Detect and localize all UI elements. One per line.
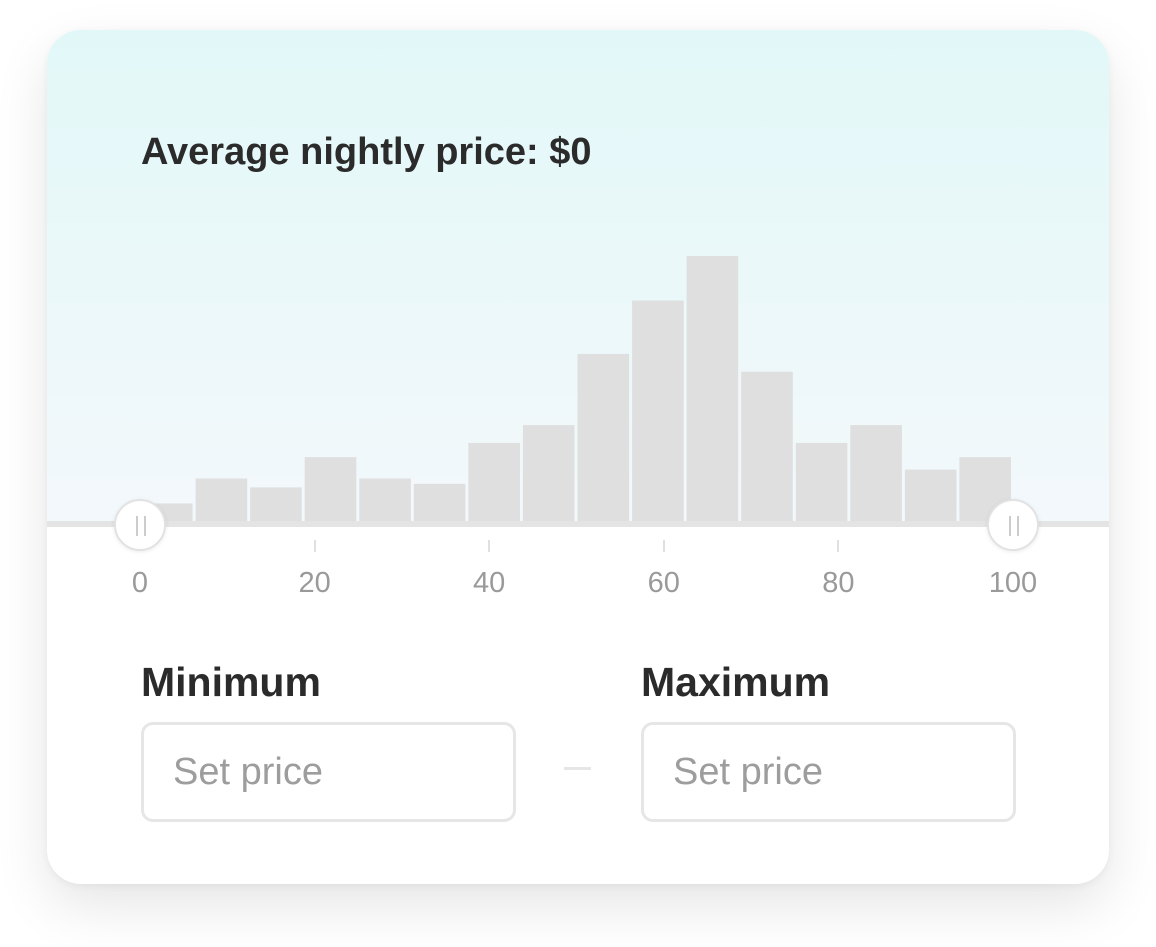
x-axis-tick-label: 100	[988, 567, 1038, 599]
x-axis-tick	[837, 540, 840, 552]
histogram-bar	[686, 256, 739, 523]
x-axis-tick-label: 20	[298, 567, 331, 599]
slider-track[interactable]	[47, 521, 1109, 527]
minimum-label: Minimum	[141, 659, 321, 705]
x-axis-tick-label: 0	[131, 567, 149, 599]
x-axis-tick-label: 40	[473, 567, 506, 599]
histogram-bar	[795, 442, 848, 523]
histogram-bar	[632, 300, 684, 523]
slider-max-handle[interactable]	[987, 499, 1039, 551]
histogram-bar	[904, 469, 957, 523]
histogram-bar	[522, 425, 575, 523]
price-filter-card: Average nightly price: $0 0 20 40 60 80 100 M…	[47, 30, 1109, 884]
x-axis-tick	[313, 540, 316, 552]
histogram-bar	[850, 425, 902, 523]
histogram-bar	[741, 371, 793, 523]
histogram-bar	[250, 487, 302, 523]
x-axis-tick	[488, 540, 491, 552]
range-separator	[564, 767, 591, 770]
histogram-bar	[304, 457, 357, 523]
x-axis-tick-label: 80	[822, 567, 855, 599]
price-histogram	[141, 256, 1011, 523]
x-axis-tick-label: 60	[647, 567, 680, 599]
histogram-bar	[195, 478, 248, 523]
histogram-bar	[468, 442, 520, 523]
maximum-price-input[interactable]	[641, 722, 1016, 822]
minimum-price-input[interactable]	[141, 722, 516, 822]
slider-min-handle[interactable]	[114, 499, 166, 551]
x-axis-tick	[662, 540, 665, 552]
histogram-bar	[413, 483, 466, 523]
histogram-bar	[359, 478, 411, 523]
maximum-label: Maximum	[641, 659, 831, 705]
average-price-title: Average nightly price: $0	[141, 131, 592, 173]
grip-icon	[136, 516, 146, 536]
grip-icon	[1009, 516, 1019, 536]
histogram-bar	[577, 353, 630, 523]
